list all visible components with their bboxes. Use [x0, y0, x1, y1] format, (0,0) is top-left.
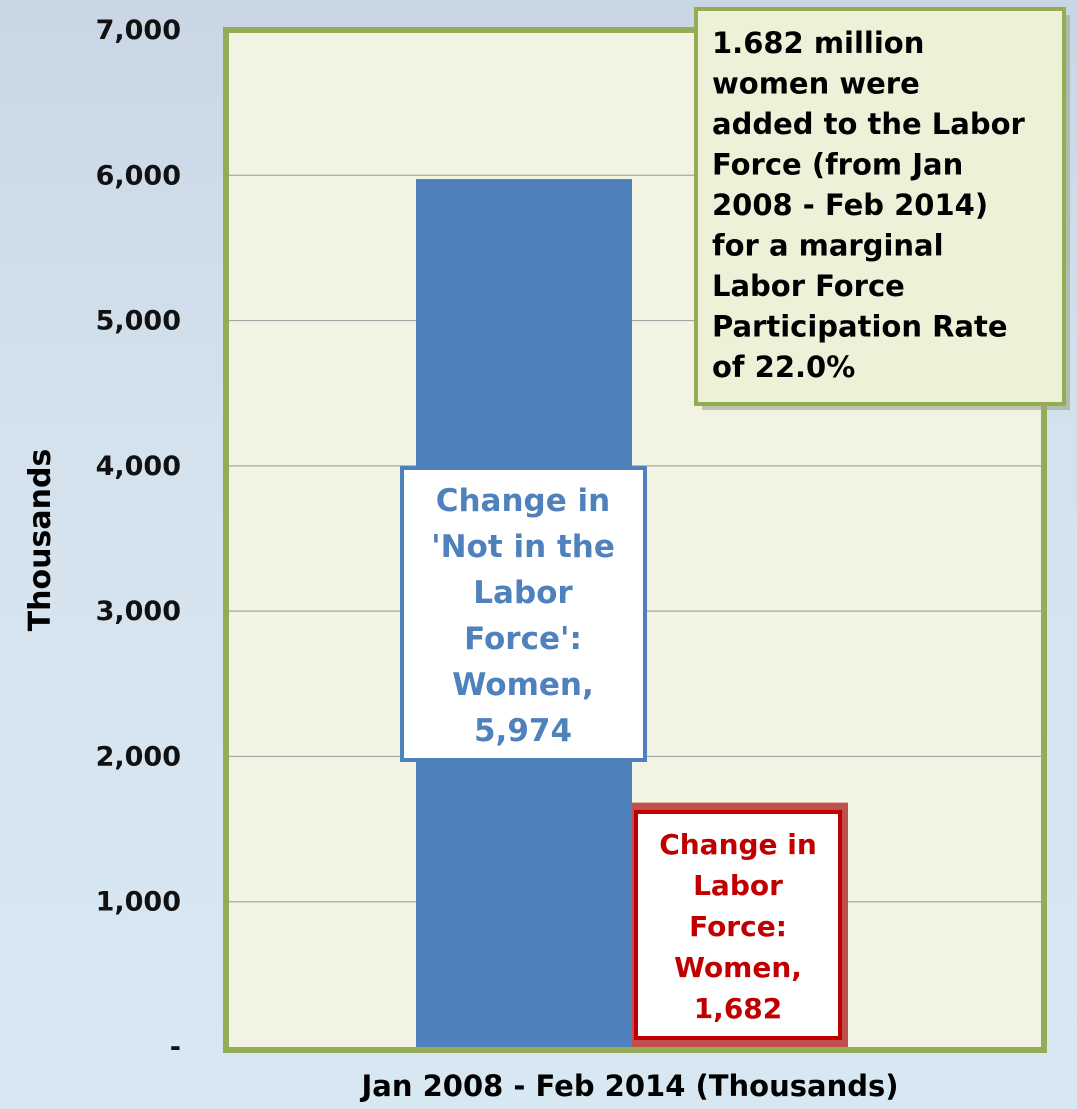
y-tick-label: 3,000 — [96, 596, 181, 627]
callout-line: Force': — [464, 621, 582, 657]
callout-box — [400, 466, 647, 762]
callout-line: for a marginal — [712, 229, 944, 263]
callout-line: Force: — [689, 910, 787, 943]
y-tick-label: 1,000 — [96, 887, 181, 918]
callout-line: Labor Force — [712, 269, 905, 303]
callout-line: of 22.0% — [712, 350, 855, 384]
callout-line: 1,682 — [694, 992, 783, 1025]
callout-line: Labor — [693, 869, 783, 902]
callout-line: Labor — [473, 575, 573, 611]
callout-line: Change in — [436, 483, 611, 519]
y-axis-title: Thousands — [23, 449, 58, 632]
y-tick-label: 7,000 — [96, 15, 181, 46]
callout-line: Change in — [659, 828, 817, 861]
callout-line: 2008 - Feb 2014) — [712, 188, 988, 222]
callout-line: Women, — [452, 667, 594, 703]
annotations: Change in 'Not in the Labor Force': Women, 5,… — [400, 7, 1070, 1040]
y-tick-label: 2,000 — [96, 741, 181, 772]
callout-text: Change in Labor Force: Women, 1,682 — [659, 828, 817, 1025]
y-tick-label: 5,000 — [96, 306, 181, 337]
callout-line: women were — [712, 67, 920, 101]
callout-box — [634, 810, 842, 1040]
y-tick-label: 6,000 — [96, 160, 181, 191]
callout-line: added to the Labor — [712, 107, 1025, 141]
callout-line: 1.682 million — [712, 26, 924, 60]
y-tick-label: 4,000 — [96, 451, 181, 482]
callout-line: 5,974 — [474, 713, 572, 749]
y-axis-ticks: - 1,000 2,000 3,000 4,000 5,000 6,000 7,000 — [96, 15, 181, 1063]
callout-box — [694, 7, 1066, 406]
callout-line: Women, — [674, 951, 802, 984]
callout-line: Participation Rate — [712, 310, 1008, 344]
callout-text: Change in 'Not in the Labor Force': Women, 5,… — [431, 483, 615, 749]
x-axis-title: Jan 2008 - Feb 2014 (Thousands) — [359, 1069, 898, 1103]
callout-text: 1.682 million women were added to the Labo… — [712, 26, 1025, 384]
callout-line: 'Not in the — [431, 529, 615, 565]
callout-line: Force (from Jan — [712, 148, 963, 182]
y-tick-label: - — [170, 1032, 181, 1063]
